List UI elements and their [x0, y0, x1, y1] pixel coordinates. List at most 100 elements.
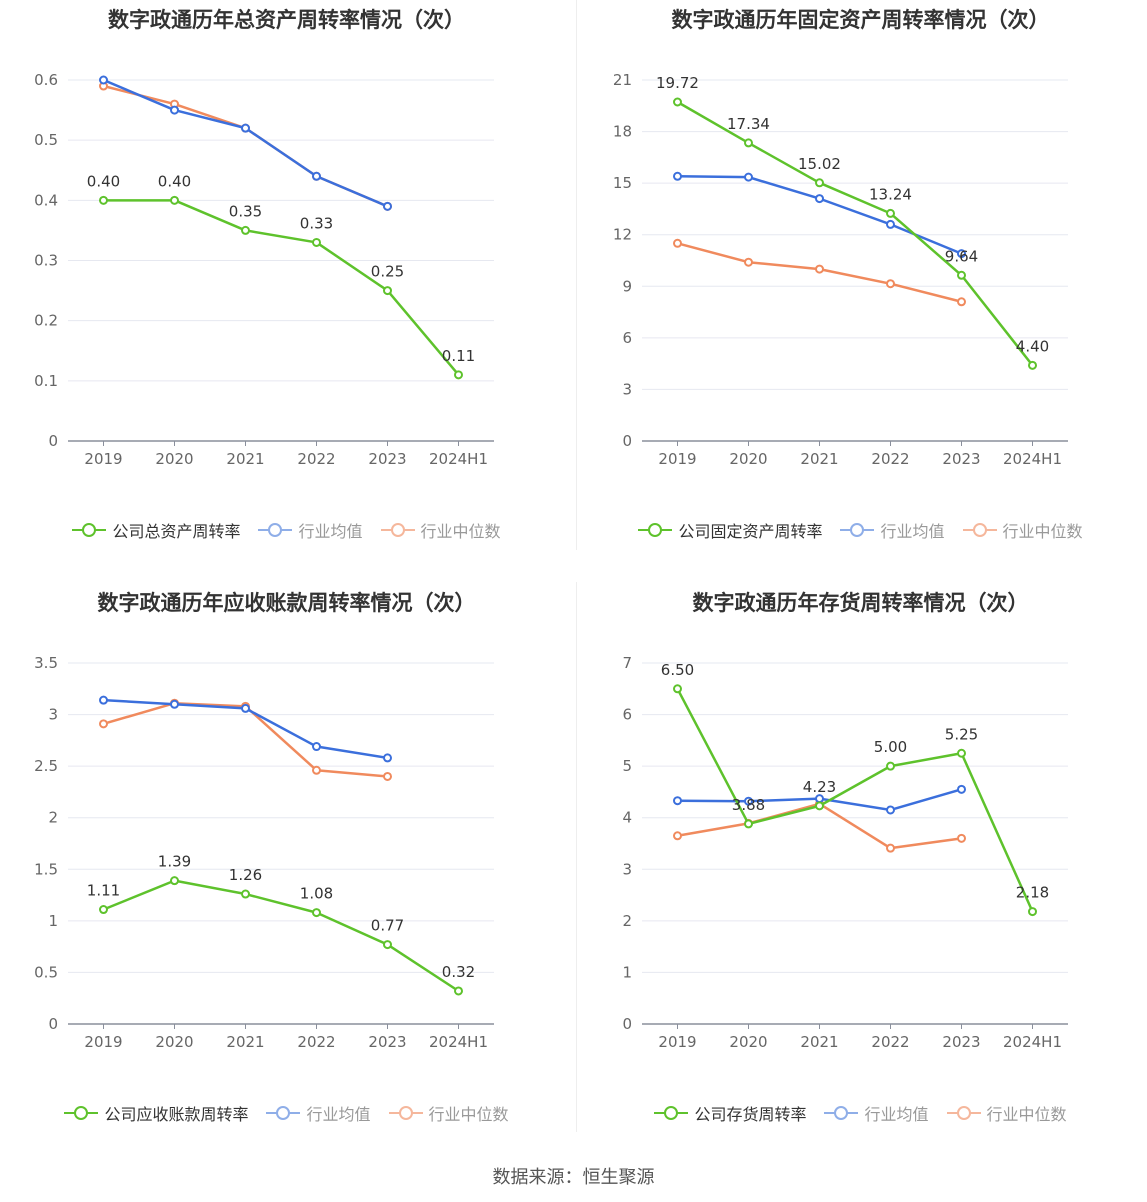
legend-item[interactable]: 公司固定资产周转率 — [638, 518, 822, 542]
fixed-asset-turnover-chart: 数字政通历年固定资产周转率情况（次） 0 3 6 9 12 15 18 21 2019 2020 2… — [574, 0, 1147, 580]
receivables-turnover-chart: 数字政通历年应收账款周转率情况（次） 0 0.5 1 1.5 2 2.5 3 3.5 2019 2… — [0, 583, 573, 1163]
series-line-company — [103, 199, 460, 376]
data-point — [99, 719, 108, 729]
data-point — [241, 123, 250, 133]
x-tick-label: 2019 — [658, 1033, 696, 1051]
legend-label: 公司总资产周转率 — [112, 522, 241, 541]
data-label: 9.64 — [945, 247, 978, 265]
x-tick-label: 2022 — [871, 450, 909, 468]
legend-marker-icon — [266, 1103, 301, 1123]
legend-item[interactable]: 公司存货周转率 — [654, 1101, 806, 1125]
panel-divider-top — [576, 0, 577, 550]
x-tick-label: 2019 — [658, 450, 696, 468]
x-tick-label: 2020 — [155, 1033, 193, 1051]
data-point — [383, 201, 392, 211]
legend-label: 行业均值 — [880, 522, 945, 541]
data-point — [673, 238, 682, 248]
data-point — [312, 908, 321, 918]
legend-marker-icon — [388, 1103, 423, 1123]
x-tick-label: 2024H1 — [429, 450, 488, 468]
legend-item[interactable]: 行业均值 — [266, 1101, 371, 1125]
x-tick-label: 2019 — [84, 1033, 122, 1051]
legend-item[interactable]: 公司应收账款周转率 — [64, 1101, 248, 1125]
data-point — [673, 831, 682, 841]
data-source: 数据来源：恒生聚源 — [492, 1167, 655, 1188]
legend-item[interactable]: 行业中位数 — [962, 518, 1083, 542]
x-tick-label: 2022 — [297, 450, 335, 468]
data-point — [957, 748, 966, 758]
data-point — [815, 178, 824, 188]
y-tick-label: 0.5 — [34, 963, 58, 981]
chart-legend: 公司固定资产周转率 行业均值 行业中位数 — [574, 518, 1147, 542]
x-tick-label: 2021 — [226, 450, 264, 468]
data-point — [383, 753, 392, 763]
data-label: 3.88 — [732, 796, 765, 814]
chart-title: 数字政通历年总资产周转率情况（次） — [108, 8, 465, 32]
y-tick-label: 3.5 — [34, 654, 58, 672]
data-point — [170, 876, 179, 886]
data-point — [312, 171, 321, 181]
data-point — [312, 765, 321, 775]
y-tick-label: 0.5 — [34, 131, 58, 149]
data-label: 15.02 — [798, 155, 841, 173]
legend-marker-icon — [64, 1103, 99, 1123]
panel-divider-bottom — [576, 582, 577, 1132]
y-tick-label: 1 — [622, 963, 632, 981]
data-label: 0.77 — [371, 917, 404, 935]
data-point — [744, 819, 753, 829]
legend-marker-icon — [824, 1103, 859, 1123]
data-point — [744, 172, 753, 182]
y-tick-label: 3 — [48, 706, 58, 724]
data-label: 0.33 — [300, 214, 333, 232]
data-point — [454, 370, 463, 380]
legend-item[interactable]: 行业均值 — [840, 518, 945, 542]
data-point — [383, 286, 392, 296]
chart-title: 数字政通历年应收账款周转率情况（次） — [97, 591, 476, 615]
data-label: 13.24 — [869, 185, 912, 203]
y-tick-label: 12 — [613, 226, 632, 244]
data-label: 0.40 — [158, 172, 191, 190]
y-tick-label: 18 — [613, 123, 632, 141]
x-tick-label: 2020 — [729, 1033, 767, 1051]
y-tick-label: 2 — [48, 809, 58, 827]
data-point — [673, 796, 682, 806]
data-point — [744, 138, 753, 148]
data-point — [673, 684, 682, 694]
chart-plot: 0 0.5 1 1.5 2 2.5 3 3.5 2019 2020 2021 2022 2023 2024… — [34, 654, 494, 1051]
legend-marker-icon — [72, 520, 107, 540]
y-tick-label: 0.3 — [34, 252, 58, 270]
legend-label: 公司应收账款周转率 — [104, 1105, 249, 1124]
legend-label: 公司固定资产周转率 — [678, 522, 823, 541]
y-tick-label: 7 — [622, 654, 632, 672]
data-point — [886, 843, 895, 853]
legend-label: 行业中位数 — [428, 1105, 509, 1124]
data-point — [815, 264, 824, 274]
x-tick-label: 2024H1 — [1003, 1033, 1062, 1051]
data-label: 17.34 — [727, 115, 770, 133]
legend-item[interactable]: 行业均值 — [258, 518, 363, 542]
legend-item[interactable]: 行业中位数 — [380, 518, 501, 542]
legend-label: 行业中位数 — [1002, 522, 1083, 541]
chart-title: 数字政通历年固定资产周转率情况（次） — [671, 8, 1050, 32]
data-point — [673, 171, 682, 181]
legend-item[interactable]: 行业中位数 — [946, 1101, 1067, 1125]
inventory-turnover-chart: 数字政通历年存货周转率情况（次） 0 1 2 3 4 5 6 7 2019 2020 2021 202… — [574, 583, 1147, 1163]
legend-item[interactable]: 行业中位数 — [388, 1101, 509, 1125]
data-label: 0.40 — [87, 172, 120, 190]
legend-item[interactable]: 行业均值 — [824, 1101, 929, 1125]
data-point — [673, 97, 682, 107]
y-tick-label: 0 — [48, 1015, 58, 1033]
legend-label: 公司存货周转率 — [694, 1105, 807, 1124]
data-point — [886, 219, 895, 229]
data-point — [1028, 907, 1037, 917]
data-point — [815, 194, 824, 204]
data-point — [957, 249, 966, 259]
data-point — [241, 703, 250, 713]
data-point — [957, 270, 966, 280]
y-tick-label: 0.2 — [34, 312, 58, 330]
legend-item[interactable]: 公司总资产周转率 — [72, 518, 240, 542]
legend-marker-icon — [638, 520, 673, 540]
data-label: 4.23 — [803, 778, 836, 796]
data-point — [957, 784, 966, 794]
series-line-industry-average — [103, 78, 388, 208]
